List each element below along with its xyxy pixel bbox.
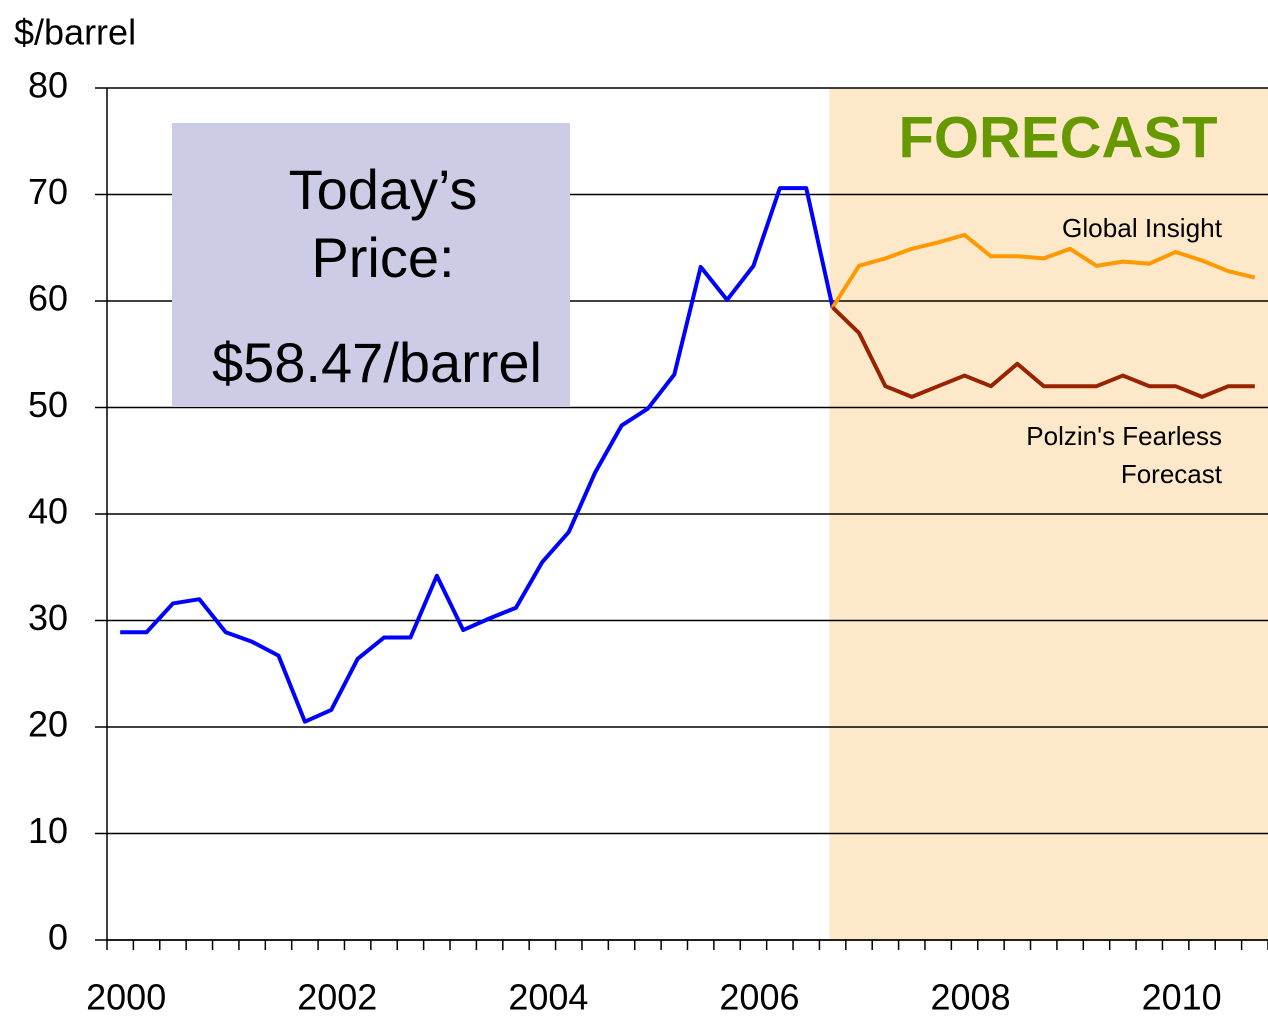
y-axis-label: $/barrel xyxy=(14,12,136,53)
y-tick-label: 30 xyxy=(28,597,68,638)
y-tick-label: 50 xyxy=(28,384,68,425)
price-box-line: Price: xyxy=(311,226,454,289)
y-tick-label: 10 xyxy=(28,810,68,851)
y-tick-label: 20 xyxy=(28,704,68,745)
y-tick-label: 70 xyxy=(28,171,68,212)
y-tick-label: 40 xyxy=(28,491,68,532)
forecast-label: FORECAST xyxy=(899,105,1218,170)
series-line xyxy=(120,186,835,724)
x-tick-label: 2006 xyxy=(719,977,799,1018)
y-tick-label: 60 xyxy=(28,278,68,319)
series-line xyxy=(830,232,1256,309)
y-tick-label: 80 xyxy=(28,65,68,106)
series-label: Polzin's Fearless Forecast xyxy=(1026,421,1222,489)
x-tick-label: 2002 xyxy=(297,977,377,1018)
series-line xyxy=(831,305,1255,399)
y-tick-label: 0 xyxy=(48,917,68,958)
x-tick-label: 2010 xyxy=(1142,977,1222,1018)
price-box-line: Today’s xyxy=(289,158,478,221)
x-tick-label: 2008 xyxy=(931,977,1011,1018)
series-label: Global Insight xyxy=(1062,213,1223,243)
x-tick-label: 2000 xyxy=(86,977,166,1018)
price-box-line: $58.47/barrel xyxy=(212,331,542,394)
price-box xyxy=(172,123,570,407)
x-tick-label: 2004 xyxy=(508,977,588,1018)
